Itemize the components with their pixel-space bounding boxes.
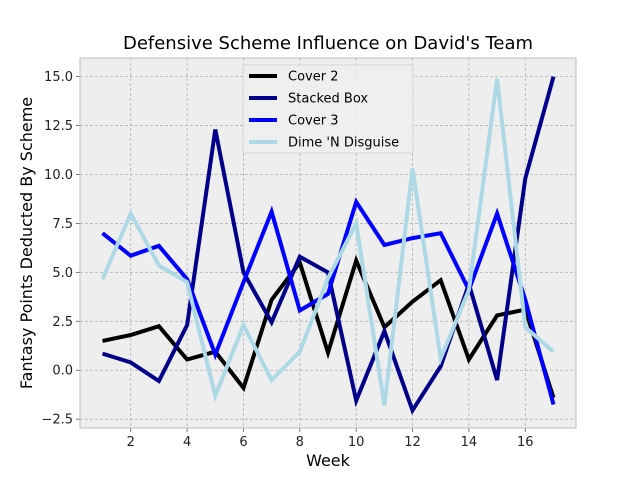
x-axis-ticks: 2 4 6 8 10 12 14 16 — [127, 428, 534, 450]
x-axis-label: Week — [306, 451, 351, 470]
x-tick-label: 12 — [404, 435, 421, 450]
x-tick-label: 16 — [517, 435, 534, 450]
x-tick-label: 6 — [239, 435, 247, 450]
y-axis-ticks: −2.5 0.0 2.5 5.0 7.5 10.0 12.5 15.0 — [41, 70, 80, 428]
x-tick-label: 2 — [127, 435, 135, 450]
series-line-stacked-box — [101, 76, 556, 415]
legend: Cover 2 Stacked Box Cover 3 Dime 'N Disguis… — [242, 64, 414, 154]
legend-label-stacked-box: Stacked Box — [288, 92, 368, 107]
y-tick-label: 12.5 — [44, 119, 73, 134]
x-tick-label: 8 — [296, 435, 304, 450]
x-tick-label: 4 — [183, 435, 191, 450]
x-tick-label: 14 — [461, 435, 478, 450]
legend-box — [242, 64, 414, 154]
series-line-cover-2 — [102, 254, 556, 399]
y-tick-label: 15.0 — [44, 70, 73, 85]
x-tick-label: 10 — [348, 435, 365, 450]
plot-frame — [79, 57, 577, 429]
legend-label-cover-3: Cover 3 — [288, 114, 338, 129]
y-tick-label: −2.5 — [41, 413, 73, 428]
series-line-cover-3 — [101, 197, 556, 406]
y-axis-label: Fantasy Points Deducted By Scheme — [17, 97, 36, 389]
y-tick-label: 10.0 — [44, 168, 73, 183]
chart-title: Defensive Scheme Influence on David's Te… — [123, 33, 533, 54]
series-layer — [100, 76, 556, 415]
y-tick-label: 7.5 — [52, 217, 73, 232]
series-line-dime-n-disguise — [100, 78, 555, 406]
legend-label-dime-n-disguise: Dime 'N Disguise — [288, 136, 399, 151]
y-tick-label: 2.5 — [52, 315, 73, 330]
y-tick-label: 5.0 — [52, 266, 73, 281]
legend-label-cover-2: Cover 2 — [288, 70, 338, 85]
y-tick-label: 0.0 — [52, 364, 73, 379]
